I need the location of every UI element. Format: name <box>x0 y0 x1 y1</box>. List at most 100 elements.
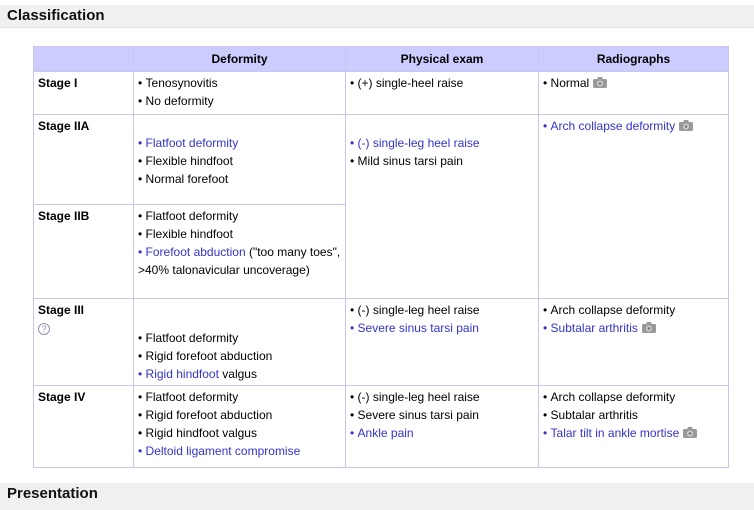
table-row-stage-3: Stage III ? Flatfoot deformity Rigid fore… <box>33 298 729 386</box>
text: ("too many toes", >40% talonavicular unc… <box>138 245 341 277</box>
text: Normal forefoot <box>145 172 229 186</box>
text: Arch collapse deformity <box>550 390 676 404</box>
text: Flexible hindfoot <box>145 227 233 241</box>
text: Tenosynovitis <box>145 76 218 90</box>
text: Flexible hindfoot <box>145 154 233 168</box>
deformity-cell: Flatfoot deformity Flexible hindfoot Norma… <box>133 114 346 205</box>
text: Normal <box>550 76 590 90</box>
list-item: Rigid forefoot abduction <box>138 347 341 365</box>
list-item: No deformity <box>138 92 341 110</box>
list-item: Normal forefoot <box>138 170 341 188</box>
list-item: (-) single-leg heel raise <box>350 134 534 152</box>
text: Severe sinus tarsi pain <box>357 408 479 422</box>
camera-icon[interactable] <box>593 75 608 93</box>
list-item: Arch collapse deformity <box>543 301 724 319</box>
bullet-list: Arch collapse deformity Subtalar arthriti… <box>543 301 724 338</box>
deformity-cell: Flatfoot deformity Rigid forefoot abducti… <box>133 385 346 468</box>
section-title: Classification <box>7 7 105 24</box>
physical-exam-cell: (+) single-heel raise <box>345 71 539 115</box>
text: Rigid hindfoot valgus <box>145 426 257 440</box>
bullet-list: Tenosynovitis No deformity <box>138 74 341 110</box>
list-item: Severe sinus tarsi pain <box>350 406 534 424</box>
stage-label-cell: Stage IIA <box>33 114 134 205</box>
bullet-list: Normal <box>543 74 724 93</box>
term-link[interactable]: (-) single-leg heel raise <box>357 136 480 150</box>
radiographs-cell: Arch collapse deformity Subtalar arthriti… <box>538 298 729 386</box>
bullet-list: (-) single-leg heel raise Mild sinus tars… <box>350 134 534 170</box>
term-link[interactable]: Ankle pain <box>357 426 414 440</box>
stage-label-cell: Stage III ? <box>33 298 134 386</box>
list-item: Forefoot abduction ("too many toes", >40… <box>138 243 341 279</box>
list-item: Ankle pain <box>350 424 534 442</box>
physical-exam-cell: (-) single-leg heel raise Severe sinus ta… <box>345 385 539 468</box>
bullet-list: Flatfoot deformity Flexible hindfoot Foref… <box>138 207 341 279</box>
list-item: Arch collapse deformity <box>543 117 724 136</box>
text: (+) single-heel raise <box>357 76 464 90</box>
term-link[interactable]: Talar tilt in ankle mortise <box>550 426 680 440</box>
list-item: Rigid hindfoot valgus <box>138 424 341 442</box>
physical-exam-cell: (-) single-leg heel raise Severe sinus ta… <box>345 298 539 386</box>
text: Rigid forefoot abduction <box>145 408 273 422</box>
camera-icon[interactable] <box>683 425 698 443</box>
list-item: Rigid forefoot abduction <box>138 406 341 424</box>
header-row: Deformity Physical exam Radiographs <box>33 46 729 72</box>
table-row-stage-2a: Stage IIA Flatfoot deformity Flexible hin… <box>33 114 729 299</box>
stage-label-cell: Stage I <box>33 71 134 115</box>
text: (-) single-leg heel raise <box>357 303 480 317</box>
deformity-cell: Flatfoot deformity Flexible hindfoot Foref… <box>133 204 346 299</box>
text: Subtalar arthritis <box>550 408 638 422</box>
text: valgus <box>218 367 257 381</box>
radiographs-cell: Arch collapse deformity Subtalar arthriti… <box>538 385 729 468</box>
radiographs-cell: Normal <box>538 71 729 115</box>
section-heading-classification: Classification <box>0 5 754 28</box>
list-item: Tenosynovitis <box>138 74 341 92</box>
text: No deformity <box>145 94 214 108</box>
radiographs-cell: Arch collapse deformity <box>538 114 729 299</box>
text: Flatfoot deformity <box>145 331 239 345</box>
column-header-radiographs: Radiographs <box>538 46 729 72</box>
list-item: Flexible hindfoot <box>138 152 341 170</box>
bullet-list: Flatfoot deformity Flexible hindfoot Norma… <box>138 134 341 188</box>
bullet-list: Flatfoot deformity Rigid forefoot abducti… <box>138 329 341 383</box>
list-item: Flatfoot deformity <box>138 134 341 152</box>
bullet-list: Arch collapse deformity <box>543 117 724 136</box>
text: Flatfoot deformity <box>145 390 239 404</box>
term-link[interactable]: Forefoot abduction <box>145 245 246 259</box>
physical-exam-cell: (-) single-leg heel raise Mild sinus tars… <box>345 114 539 299</box>
stage-label-cell: Stage IV <box>33 385 134 468</box>
text: (-) single-leg heel raise <box>357 390 480 404</box>
term-link[interactable]: Flatfoot deformity <box>145 136 239 150</box>
table-row-stage-1: Stage I Tenosynovitis No deformity (+) si… <box>33 71 729 115</box>
column-header-physical-exam: Physical exam <box>345 46 539 72</box>
list-item: (-) single-leg heel raise <box>350 388 534 406</box>
term-link[interactable]: Deltoid ligament compromise <box>145 444 301 458</box>
list-item: Subtalar arthritis <box>543 319 724 338</box>
bullet-list: Flatfoot deformity Rigid forefoot abducti… <box>138 388 341 460</box>
question-icon[interactable]: ? <box>38 323 50 335</box>
classification-table-wrap: Deformity Physical exam Radiographs Stag… <box>33 46 754 468</box>
term-link[interactable]: Arch collapse deformity <box>550 119 676 133</box>
list-item: Deltoid ligament compromise <box>138 442 341 460</box>
column-header-deformity: Deformity <box>133 46 346 72</box>
list-item: Subtalar arthritis <box>543 406 724 424</box>
camera-icon[interactable] <box>641 320 656 338</box>
bullet-list: (-) single-leg heel raise Severe sinus ta… <box>350 388 534 442</box>
list-item: (+) single-heel raise <box>350 74 534 92</box>
text: Rigid forefoot abduction <box>145 349 273 363</box>
bullet-list: (-) single-leg heel raise Severe sinus ta… <box>350 301 534 337</box>
term-link[interactable]: Subtalar arthritis <box>550 321 638 335</box>
camera-icon[interactable] <box>679 118 694 136</box>
list-item: Talar tilt in ankle mortise <box>543 424 724 443</box>
stage-label: Stage III <box>38 303 85 317</box>
term-link[interactable]: Severe sinus tarsi pain <box>357 321 479 335</box>
list-item: Arch collapse deformity <box>543 388 724 406</box>
bullet-list: (+) single-heel raise <box>350 74 534 92</box>
list-item: Flexible hindfoot <box>138 225 341 243</box>
list-item: Rigid hindfoot valgus <box>138 365 341 383</box>
term-link[interactable]: Rigid hindfoot <box>145 367 219 381</box>
column-header-stage <box>33 46 134 72</box>
text: Arch collapse deformity <box>550 303 676 317</box>
list-item: Severe sinus tarsi pain <box>350 319 534 337</box>
table-row-stage-4: Stage IV Flatfoot deformity Rigid forefoo… <box>33 385 729 468</box>
stage-label-cell: Stage IIB <box>33 204 134 299</box>
